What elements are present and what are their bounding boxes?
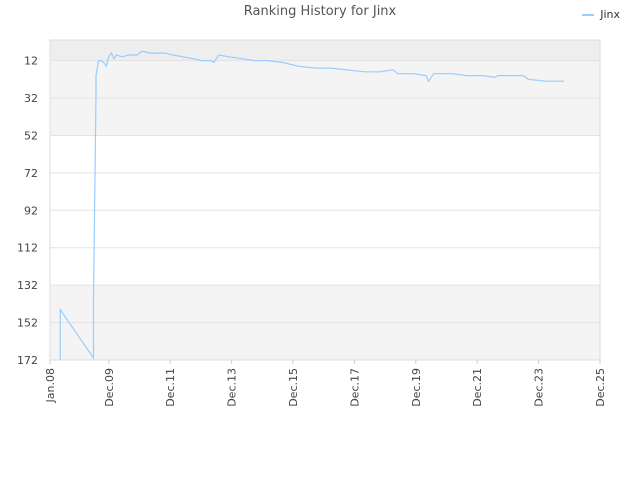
- x-tick-label: Dec.15: [287, 368, 300, 407]
- y-tick-label: 52: [24, 129, 38, 142]
- y-tick-label: 32: [24, 92, 38, 105]
- legend[interactable]: Jinx: [582, 8, 620, 21]
- x-tick-label: Dec.23: [533, 368, 546, 407]
- x-tick-label: Jan.08: [44, 368, 57, 403]
- x-tick-label: Dec.11: [164, 368, 177, 407]
- legend-label: Jinx: [600, 8, 620, 21]
- plot-band: [50, 40, 600, 61]
- y-tick-label: 112: [17, 242, 38, 255]
- plot-band: [50, 285, 600, 323]
- plot-band: [50, 172, 600, 211]
- plot-band: [50, 210, 600, 248]
- plot-frame: [49, 39, 601, 361]
- y-tick-label: 152: [17, 317, 38, 330]
- x-tick-label: Dec.17: [348, 368, 361, 407]
- plot-band: [50, 98, 600, 136]
- plot-band: [50, 60, 600, 99]
- chart-title: Ranking History for Jinx: [243, 4, 397, 19]
- plot-band: [50, 135, 600, 173]
- y-tick-label: 72: [24, 167, 38, 180]
- plot-band: [50, 322, 600, 360]
- legend-swatch: [582, 13, 595, 16]
- x-tick-label: Dec.25: [594, 368, 607, 407]
- y-tick-label: 172: [17, 354, 38, 367]
- x-tick-label: Dec.19: [410, 368, 423, 407]
- x-tick-label: Dec.13: [226, 368, 239, 407]
- y-tick-label: 12: [24, 55, 38, 68]
- y-tick-label: 92: [24, 204, 38, 217]
- x-tick-label: Dec.21: [471, 368, 484, 407]
- plot-band: [50, 247, 600, 286]
- series-line-jinx: [59, 50, 565, 361]
- y-tick-label: 132: [17, 279, 38, 292]
- x-tick-label: Dec.09: [103, 368, 116, 407]
